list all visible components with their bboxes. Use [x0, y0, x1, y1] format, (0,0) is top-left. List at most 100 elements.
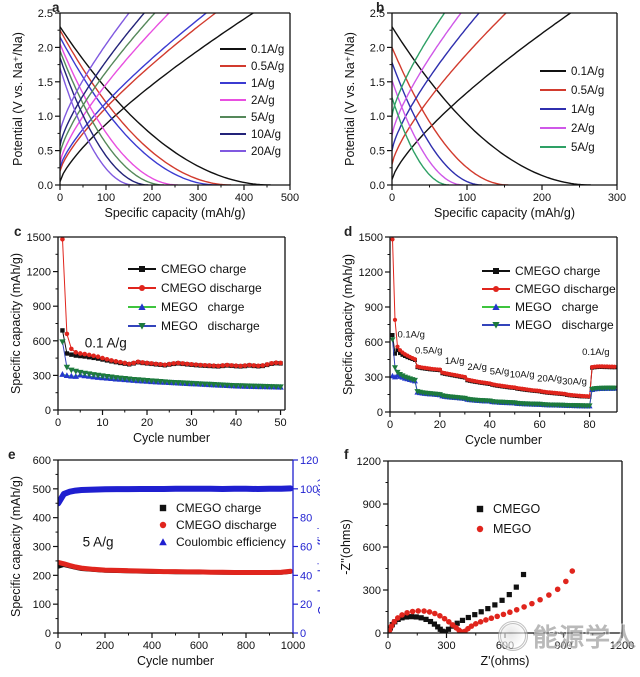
svg-text:0.1A/g: 0.1A/g — [251, 44, 284, 56]
svg-text:100: 100 — [33, 599, 51, 611]
svg-text:2A/g: 2A/g — [251, 95, 275, 107]
panel-f-letter: f — [344, 448, 349, 462]
panel-b-svg: 0 100 200 300 0.0 0.5 1.0 1.5 2.0 2.5 Specific cap… — [343, 0, 626, 220]
svg-text:600: 600 — [365, 337, 383, 349]
svg-text:1500: 1500 — [359, 232, 383, 244]
panel-d-chart: 0 20 40 60 80 0 300 600 900 1200 1500 Cycle number S… — [320, 224, 640, 448]
panel-e-legend: CMEGO charge CMEGO discharge Coulombic eff… — [159, 501, 286, 549]
svg-text:Coulombic efficiency: Coulombic efficiency — [176, 535, 286, 549]
panel-b-x-axis-label: Specific capacity (mAh/g) — [434, 206, 575, 220]
panel-f-y-axis-label: -Z''(ohms) — [339, 519, 353, 574]
svg-text:1500: 1500 — [27, 232, 51, 244]
svg-text:MEGO discharge: MEGO discharge — [515, 318, 614, 332]
panel-e-chart: 0 200 400 600 800 1000 0 100 200 300 400 500 600 0 20 4… — [0, 447, 330, 672]
svg-text:40: 40 — [230, 417, 242, 429]
svg-text:300: 300 — [608, 192, 626, 204]
svg-text:CMEGO discharge: CMEGO discharge — [176, 518, 277, 532]
svg-text:0: 0 — [385, 640, 391, 652]
svg-text:0: 0 — [45, 405, 51, 417]
panel-a-x-axis-label: Specific capacity (mAh/g) — [104, 206, 245, 220]
panel-d-annotation: 0.1A/g — [582, 347, 609, 358]
panel-c-chart: 0 10 20 30 40 50 0 300 600 900 1200 1500 Cycle numbe… — [0, 224, 320, 448]
panel-d-annotation: 0.1A/g — [397, 329, 424, 340]
panel-f-svg: 0 300 600 900 1200 0 300 600 900 1200 Z'(ohms) -Z''… — [339, 447, 635, 668]
panel-b-axes: 0 100 200 300 0.0 0.5 1.0 1.5 2.0 2.5 — [370, 8, 626, 204]
svg-text:600: 600 — [190, 640, 208, 652]
svg-text:1A/g: 1A/g — [251, 78, 275, 90]
panel-b-y-axis-label: Potential (V vs. Na⁺/Na) — [343, 32, 357, 166]
svg-text:2.5: 2.5 — [370, 8, 385, 20]
panel-b-legend: 0.1A/g 0.5A/g 1A/g 2A/g 5A/g — [540, 66, 604, 154]
panel-d-annotation: 5A/g — [490, 367, 510, 378]
panel-d-annotation: 30A/g — [562, 377, 587, 388]
panel-f-axes: 0 300 600 900 1200 0 300 600 900 1200 — [357, 456, 635, 652]
svg-text:200: 200 — [33, 570, 51, 582]
panel-f-series — [388, 568, 576, 633]
panel-c-y-axis-label: Specific capacity (mAh/g) — [9, 253, 23, 394]
svg-text:MEGO discharge: MEGO discharge — [161, 319, 260, 333]
svg-text:20: 20 — [141, 417, 153, 429]
svg-text:300: 300 — [189, 192, 207, 204]
svg-text:0: 0 — [387, 419, 393, 431]
svg-text:300: 300 — [33, 542, 51, 554]
panel-b-series — [392, 13, 591, 185]
svg-text:1200: 1200 — [359, 267, 383, 279]
panel-a-legend: 0.1A/g 0.5A/g 1A/g 2A/g 5A/g 10A/g 20A/g — [220, 44, 284, 158]
panel-e-svg: 0 200 400 600 800 100001002003004005006000204… — [8, 447, 330, 668]
svg-text:20A/g: 20A/g — [251, 146, 281, 158]
svg-text:0.0: 0.0 — [38, 180, 53, 192]
panel-c-legend: CMEGO charge CMEGO discharge MEGO charge ME… — [128, 262, 262, 333]
svg-text:120: 120 — [300, 455, 318, 467]
svg-text:MEGO: MEGO — [493, 522, 531, 536]
svg-text:20: 20 — [434, 419, 446, 431]
svg-text:0.5: 0.5 — [370, 146, 385, 158]
svg-text:1A/g: 1A/g — [571, 104, 595, 116]
svg-text:5A/g: 5A/g — [251, 112, 275, 124]
svg-text:80: 80 — [300, 513, 312, 525]
svg-text:0: 0 — [377, 407, 383, 419]
svg-text:0: 0 — [375, 628, 381, 640]
panel-f-chart: 0 300 600 900 1200 0 300 600 900 1200 Z'(ohms) -Z''… — [320, 447, 640, 672]
svg-text:1000: 1000 — [281, 640, 305, 652]
svg-text:500: 500 — [33, 484, 51, 496]
panel-d-y-axis-label: Specific capacity (mAh/g) — [341, 254, 355, 395]
svg-text:300: 300 — [33, 370, 51, 382]
svg-text:CMEGO charge: CMEGO charge — [515, 264, 601, 278]
svg-text:2A/g: 2A/g — [571, 123, 595, 135]
svg-text:400: 400 — [33, 513, 51, 525]
svg-text:600: 600 — [496, 640, 514, 652]
panel-a-series — [60, 13, 271, 185]
svg-text:1.5: 1.5 — [38, 77, 53, 89]
svg-text:0: 0 — [45, 628, 51, 640]
svg-text:800: 800 — [237, 640, 255, 652]
panel-a-svg: 0 100 200 300 400 500 0.0 0.5 1.0 1.5 2.0 2.5 Specif… — [11, 0, 299, 220]
svg-text:200: 200 — [143, 192, 161, 204]
svg-text:900: 900 — [554, 640, 572, 652]
svg-text:30: 30 — [185, 417, 197, 429]
svg-text:0.1A/g: 0.1A/g — [571, 66, 604, 78]
panel-c-axes: 0 10 20 30 40 50 0 300 600 900 1200 1500 — [27, 232, 287, 429]
panel-c-series — [59, 237, 284, 391]
panel-c-annotation: 0.1 A/g — [85, 336, 127, 351]
svg-text:40: 40 — [300, 570, 312, 582]
svg-text:300: 300 — [363, 585, 381, 597]
svg-text:900: 900 — [363, 499, 381, 511]
svg-text:CMEGO discharge: CMEGO discharge — [161, 281, 262, 295]
svg-text:0: 0 — [389, 192, 395, 204]
svg-text:10: 10 — [96, 417, 108, 429]
svg-text:1.5: 1.5 — [370, 77, 385, 89]
svg-text:CMEGO charge: CMEGO charge — [161, 262, 247, 276]
panel-d-series — [390, 237, 617, 409]
panel-d-legend: CMEGO charge CMEGO discharge MEGO charge ME… — [482, 264, 616, 332]
svg-text:2.0: 2.0 — [38, 42, 53, 54]
svg-text:10A/g: 10A/g — [251, 129, 281, 141]
svg-text:CMEGO discharge: CMEGO discharge — [515, 282, 616, 296]
panel-e-x-axis-label: Cycle number — [137, 654, 214, 668]
panel-b-chart: 0 100 200 300 0.0 0.5 1.0 1.5 2.0 2.5 Specific cap… — [320, 0, 640, 224]
svg-text:MEGO charge: MEGO charge — [515, 300, 599, 314]
panel-d-annotation: 1A/g — [445, 356, 465, 367]
svg-text:600: 600 — [33, 336, 51, 348]
panel-d-annotation: 2A/g — [467, 362, 487, 373]
svg-text:20: 20 — [300, 599, 312, 611]
